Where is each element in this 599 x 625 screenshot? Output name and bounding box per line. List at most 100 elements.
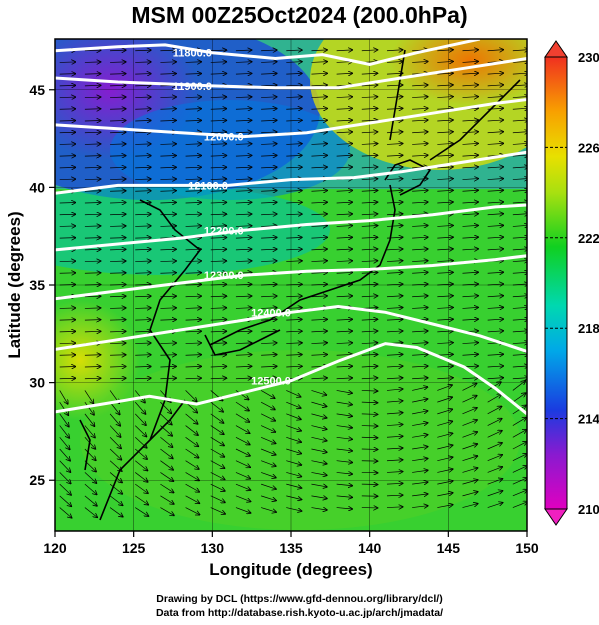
wind-vector (487, 331, 504, 332)
wind-vector (135, 191, 151, 192)
wind-vector (59, 460, 71, 473)
wind-vector (210, 483, 225, 491)
wind-vector (135, 50, 151, 51)
wind-vector (462, 61, 478, 62)
wind-vector (462, 167, 478, 168)
wind-vector (235, 390, 249, 399)
height-contour-label: 11900.0 (173, 81, 212, 93)
wind-vector (261, 237, 277, 238)
wind-vector (185, 437, 199, 446)
wind-vector (261, 308, 277, 309)
wind-vector (336, 132, 353, 133)
wind-vector (286, 155, 302, 156)
wind-vector (412, 179, 428, 180)
x-tick-label: 135 (279, 540, 303, 556)
wind-vector (84, 378, 101, 379)
wind-vector (84, 331, 101, 332)
wind-vector (437, 469, 453, 473)
height-contour-label: 12500.0 (251, 376, 291, 388)
height-contour-line (55, 98, 527, 139)
wind-vector (210, 179, 227, 180)
wind-vector (412, 296, 428, 297)
wind-vector (210, 62, 227, 63)
wind-vector (261, 495, 276, 501)
wind-vector (135, 472, 148, 482)
wind-vector (84, 425, 95, 438)
wind-vector (210, 273, 227, 274)
wind-vector (185, 261, 202, 262)
wind-vector (110, 261, 126, 262)
wind-vector (437, 61, 453, 62)
wind-vector (210, 401, 224, 412)
wind-vector (311, 496, 327, 499)
wind-vector (135, 132, 151, 133)
wind-vector (487, 443, 503, 450)
wind-vector (386, 507, 403, 508)
wind-vector (462, 143, 478, 144)
wind-vector (84, 390, 94, 403)
wind-vector (386, 296, 403, 297)
wind-vector (512, 108, 527, 109)
wind-vector (437, 331, 453, 332)
wind-vector (512, 214, 527, 215)
wind-vector (235, 425, 250, 434)
wind-vector (361, 249, 378, 250)
wind-vector (160, 144, 176, 145)
wind-vector (336, 449, 353, 451)
wind-vector (336, 261, 353, 262)
height-contour-line (55, 203, 527, 252)
wind-vector (462, 225, 478, 226)
wind-vector (185, 483, 200, 492)
y-tick-label: 40 (29, 179, 45, 195)
wind-vector (412, 411, 428, 415)
wind-vector (84, 214, 101, 215)
wind-vector (210, 261, 227, 262)
wind-vector (135, 507, 148, 517)
wind-vector (386, 62, 403, 63)
wind-vector (135, 495, 148, 505)
wind-vector (437, 167, 453, 168)
wind-vector (286, 390, 301, 397)
colorbar-label: 222 (578, 231, 599, 246)
wind-vector (235, 296, 252, 297)
wind-vector (110, 62, 126, 63)
coastline-sakhalin (389, 49, 406, 141)
wind-vector (59, 413, 69, 427)
wind-vector (311, 272, 327, 273)
wind-vector (437, 50, 453, 51)
wind-vector (110, 366, 126, 367)
height-contour-line (55, 57, 527, 90)
wind-vector (336, 50, 353, 51)
wind-vector (386, 472, 403, 473)
wind-vector (135, 448, 147, 459)
wind-vector (160, 226, 176, 227)
wind-vector (361, 167, 378, 168)
wind-vector (412, 261, 428, 262)
wind-vector (437, 307, 453, 308)
y-tick-label: 45 (29, 82, 45, 98)
wind-vector (185, 284, 202, 285)
wind-vector (336, 343, 353, 344)
wind-vector (286, 507, 302, 512)
wind-vector (437, 249, 453, 250)
wind-vector (110, 238, 126, 239)
wind-vector (235, 495, 251, 502)
wind-vector (487, 378, 504, 379)
wind-vector (261, 191, 277, 192)
wind-vector (462, 120, 478, 121)
wind-vector (210, 50, 227, 51)
wind-vector (311, 249, 327, 250)
wind-vector (336, 214, 353, 215)
height-contour-line (55, 150, 527, 195)
wind-vector (462, 408, 477, 415)
wind-vector (512, 478, 527, 485)
wind-vector (311, 436, 327, 441)
wind-vector (286, 284, 302, 285)
wind-vector (210, 73, 227, 74)
wind-vector (286, 167, 302, 168)
wind-vector (185, 167, 202, 168)
wind-vector (412, 307, 428, 308)
wind-vector (437, 108, 453, 109)
wind-vector (84, 191, 101, 192)
wind-vector (286, 331, 302, 332)
